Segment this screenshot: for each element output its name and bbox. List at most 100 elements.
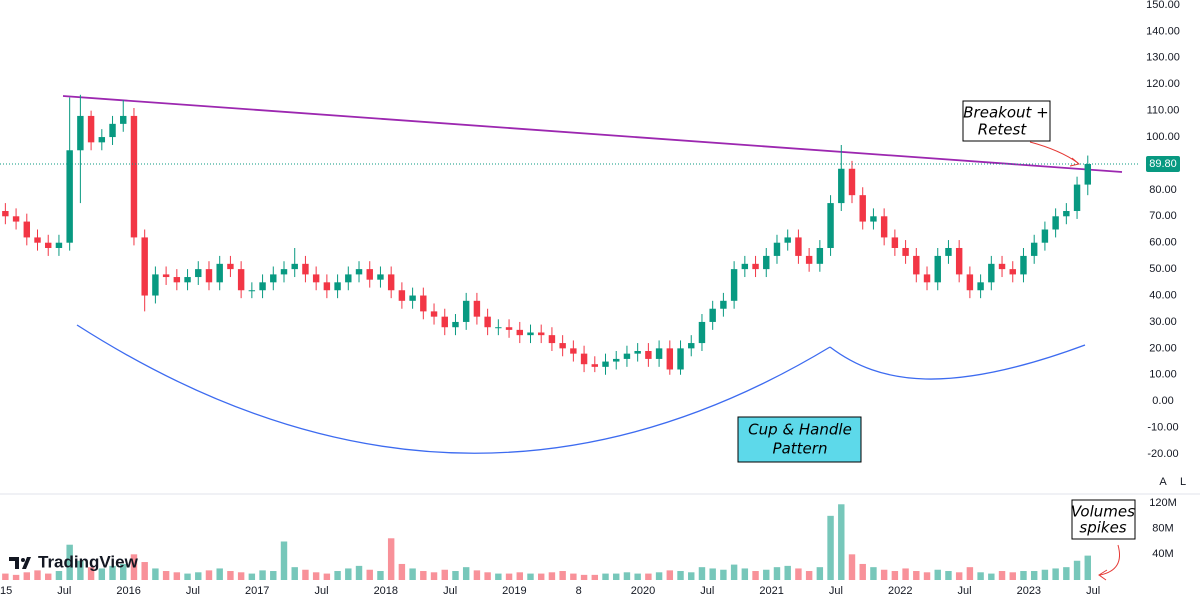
x-tick-label: Jul	[957, 585, 971, 597]
x-tick-label: 2016	[116, 585, 140, 597]
volume-bar	[570, 573, 577, 580]
volume-bar	[613, 573, 620, 580]
volume-bar	[1030, 571, 1038, 580]
volume-bar	[763, 569, 770, 580]
annotation: Breakout +	[963, 104, 1048, 122]
x-tick-label: 2020	[631, 585, 655, 597]
candle-body	[2, 211, 9, 217]
candle-body	[227, 263, 234, 270]
x-tick-label: 8	[576, 585, 582, 597]
volume-bar	[302, 569, 309, 580]
candle-body	[784, 237, 791, 243]
volume-bar	[87, 567, 95, 580]
volume-bar	[227, 571, 234, 580]
annotation: Volumes	[1071, 503, 1135, 521]
volume-bar	[345, 568, 352, 580]
y-tick-label: -20.00	[1147, 448, 1178, 460]
volume-bar	[323, 573, 331, 580]
x-tick-label: Jul	[57, 585, 71, 597]
x-tick-label: 2022	[888, 585, 912, 597]
candle-body	[988, 263, 995, 283]
candle-body	[548, 335, 556, 344]
volume-bar	[838, 504, 845, 580]
volume-bar	[1084, 555, 1091, 580]
volume-bar	[1073, 560, 1081, 580]
candle-body	[312, 274, 320, 283]
candle-body	[741, 263, 749, 270]
candle-body	[55, 242, 63, 248]
candle-body	[923, 274, 931, 283]
y-tick-label: 70.00	[1149, 210, 1177, 222]
volume-bar	[891, 571, 899, 580]
volume-bar	[516, 572, 523, 580]
volume-bar	[1020, 571, 1027, 580]
y-tick-label: 10.00	[1149, 369, 1177, 381]
candle-body	[602, 361, 609, 367]
volume-bar	[859, 563, 866, 580]
candle-body	[270, 274, 277, 283]
volume-bar	[387, 538, 395, 580]
x-tick-label: Jul	[700, 585, 714, 597]
volume-bar	[527, 573, 534, 580]
candle-body	[720, 300, 727, 309]
candle-body	[977, 282, 984, 291]
candle-body	[237, 269, 245, 291]
candle-body	[623, 353, 631, 359]
candle-body	[752, 263, 759, 270]
volume-bar	[709, 568, 716, 580]
volume-bar	[688, 572, 695, 580]
candle-body	[1084, 163, 1091, 185]
volume-bar	[495, 573, 502, 580]
y-tick-label: -10.00	[1147, 421, 1178, 433]
volume-bar	[880, 569, 888, 580]
volume-bar	[741, 568, 749, 580]
annotation-box	[1071, 499, 1136, 540]
scale-button[interactable]: L	[1180, 476, 1186, 488]
volume-bar	[291, 567, 298, 580]
volume-bar	[966, 567, 974, 580]
candle-body	[141, 237, 148, 296]
candle-body	[77, 115, 84, 151]
x-tick-label: Jul	[314, 585, 328, 597]
volume-bar	[784, 565, 791, 580]
candle-body	[795, 237, 802, 256]
candle-body	[1041, 229, 1049, 243]
volume-bar	[130, 554, 138, 580]
candle-body	[12, 216, 20, 222]
volume-bar	[795, 568, 802, 580]
volume-bar	[45, 573, 52, 580]
volume-bar	[827, 515, 834, 580]
volume-bar	[773, 567, 781, 580]
volume-bar	[98, 568, 106, 580]
volume-bar	[752, 571, 759, 580]
candle-body	[645, 350, 652, 359]
volume-bar	[366, 569, 373, 580]
last-price-box	[1146, 155, 1180, 172]
scale-button[interactable]: A	[1159, 476, 1167, 488]
candle-body	[827, 203, 834, 248]
candle-body	[591, 364, 599, 367]
candle-body	[709, 308, 716, 322]
y-tick-label: 0.00	[1152, 395, 1173, 407]
volume-bar	[409, 568, 416, 580]
volume-bar	[666, 570, 674, 580]
volume-bar	[1063, 567, 1070, 580]
candle-body	[880, 216, 888, 238]
volume-bar	[120, 563, 127, 580]
x-tick-label: 2023	[1017, 585, 1041, 597]
volume-bar	[1041, 569, 1049, 580]
candle-body	[323, 282, 331, 291]
candle-body	[45, 242, 52, 248]
candle-body	[902, 247, 909, 256]
candle-body	[420, 295, 427, 312]
candle-body	[998, 263, 1006, 270]
candle-body	[677, 348, 684, 370]
candle-body	[570, 348, 577, 354]
volume-bar	[537, 573, 545, 580]
volume-bar	[505, 573, 513, 580]
handle-curve	[829, 344, 1086, 380]
volume-bar	[312, 572, 320, 580]
x-tick-label: Jul	[443, 585, 457, 597]
candle-body	[655, 348, 663, 359]
volume-bar	[66, 544, 73, 580]
